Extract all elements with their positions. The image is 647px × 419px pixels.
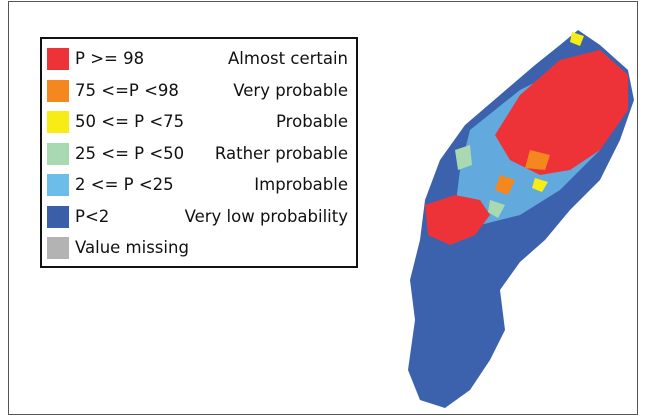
legend-swatch: [47, 111, 69, 133]
legend-item: 25 <= P <50 Rather probable: [42, 138, 356, 170]
map-orange: [495, 150, 550, 195]
legend-range: 25 <= P <50: [75, 143, 185, 163]
legend-description: Almost certain: [228, 49, 348, 68]
legend-range: Value missing: [75, 238, 189, 257]
legend-description: Improbable: [254, 175, 348, 194]
frame: [8, 1, 638, 415]
legend-item: 50 <= P <75 Probable: [42, 106, 356, 138]
legend-item: P >= 98 Almost certain: [42, 43, 356, 75]
legend-description: Probable: [276, 112, 348, 131]
legend-range: 2 <= P <25: [75, 175, 174, 194]
legend-swatch: [47, 79, 69, 102]
legend-swatch: [47, 48, 69, 70]
legend-swatch: [47, 237, 69, 259]
legend-description: Very probable: [233, 80, 348, 100]
legend-item: 2 <= P <25 Improbable: [42, 169, 356, 201]
legend-range: 75 <=P <98: [75, 80, 179, 100]
legend-range: 50 <= P <75: [75, 112, 185, 131]
legend: P >= 98 Almost certain 75 <=P <98 Very prob…: [40, 37, 358, 268]
map-red-north: [495, 50, 628, 175]
legend-item: Value missing: [42, 232, 356, 264]
map-red-west: [425, 195, 490, 245]
legend-swatch: [47, 142, 69, 165]
legend-swatch: [47, 174, 69, 196]
legend-item: 75 <=P <98 Very probable: [42, 75, 356, 107]
legend-description: Very low probability: [184, 206, 348, 226]
map-green: [455, 145, 505, 218]
legend-swatch: [47, 205, 69, 228]
legend-range: P<2: [75, 206, 110, 226]
legend-range: P >= 98: [75, 49, 145, 68]
legend-item: P<2 Very low probability: [42, 201, 356, 233]
legend-description: Rather probable: [214, 143, 348, 163]
